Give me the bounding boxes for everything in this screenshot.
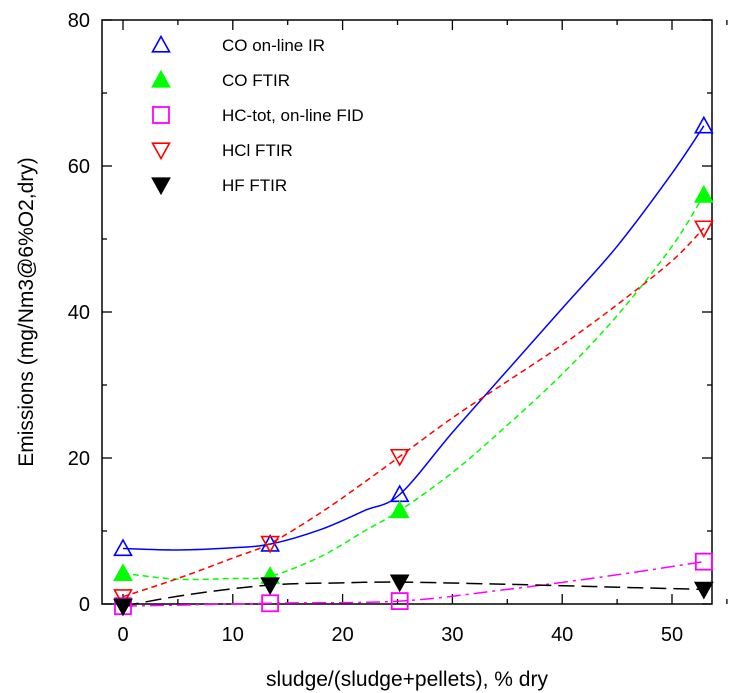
- legend-marker: [151, 34, 171, 53]
- data-point: [113, 538, 133, 557]
- data-point: [693, 581, 714, 600]
- x-tick-label: 40: [551, 624, 573, 646]
- y-tick-label: 80: [68, 10, 90, 32]
- legend-label: CO on-line IR: [222, 36, 325, 55]
- legend-marker: [152, 106, 170, 124]
- x-axis-label: sludge/(sludge+pellets), % dry: [266, 668, 548, 691]
- x-tick-label: 50: [661, 624, 683, 646]
- data-point: [113, 598, 133, 617]
- y-tick-label: 0: [79, 594, 90, 616]
- data-point: [113, 589, 133, 607]
- data-point: [260, 535, 280, 554]
- y-tick-label: 20: [68, 448, 90, 470]
- legend-marker: [151, 177, 171, 196]
- y-axis-label: Emissions (mg/Nm3@6%O2,dry): [15, 157, 38, 467]
- series-line: [122, 194, 705, 581]
- data-point: [693, 185, 714, 203]
- series-markers: [113, 115, 714, 617]
- axis-tick-labels: 0 10 20 30 40 50 0 20 40 60 80: [68, 10, 683, 646]
- series-line: [122, 581, 704, 607]
- legend-label: HF FTIR: [222, 176, 287, 195]
- data-point: [693, 220, 714, 239]
- data-point: [261, 594, 280, 613]
- data-point: [389, 500, 410, 519]
- legend-marker: [151, 69, 171, 88]
- y-tick-label: 60: [68, 156, 90, 178]
- data-point: [260, 577, 280, 596]
- legend-label: CO FTIR: [222, 71, 290, 90]
- series-line: [122, 227, 705, 598]
- data-point: [694, 552, 713, 571]
- axis-ticks: [102, 19, 728, 605]
- data-point: [113, 563, 133, 581]
- x-tick-label: 10: [222, 624, 244, 646]
- y-tick-label: 40: [68, 302, 90, 324]
- x-tick-label: 0: [117, 624, 128, 646]
- legend-label: HCl FTIR: [222, 141, 293, 160]
- x-tick-label: 30: [441, 624, 463, 646]
- data-point: [389, 574, 410, 593]
- legend: CO on-line IR CO FTIR HC-tot, on-line FID H…: [151, 34, 364, 196]
- legend-marker: [151, 142, 171, 161]
- series-line: [122, 125, 705, 551]
- x-tick-label: 20: [331, 624, 353, 646]
- data-point: [390, 592, 409, 610]
- legend-label: HC-tot, on-line FID: [222, 106, 364, 125]
- data-point: [389, 448, 410, 467]
- series-curves: [122, 125, 705, 607]
- data-point: [693, 115, 714, 134]
- series-line: [122, 560, 704, 607]
